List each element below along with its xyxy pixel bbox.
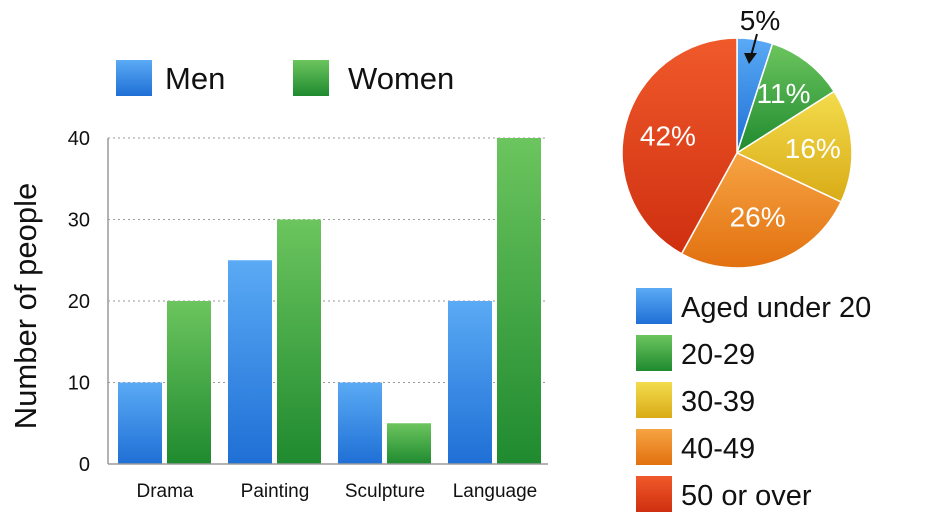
bar-men-language xyxy=(448,301,492,464)
pie-label-pointer xyxy=(750,33,758,57)
bar-men-sculpture xyxy=(338,382,382,464)
pie-slice xyxy=(621,37,738,255)
pie-value-label: 16% xyxy=(785,133,841,164)
pie-legend: Aged under 20 20-29 30-39 40-49 50 or over xyxy=(636,288,871,512)
category-label: Drama xyxy=(136,481,193,502)
pie-slices xyxy=(621,37,853,269)
pie-legend-swatch xyxy=(636,429,672,465)
pie-legend-label: 50 or over xyxy=(681,480,812,512)
pie-legend-swatch xyxy=(636,476,672,512)
pie-value-label: 11% xyxy=(757,78,811,109)
y-axis-title: Number of people xyxy=(8,183,43,429)
pie-value-labels: 5% 11% 16% 26% 42% xyxy=(640,5,841,232)
legend-label-women: Women xyxy=(348,61,454,96)
bar-women-painting xyxy=(277,219,321,464)
pie-value-label: 42% xyxy=(640,120,696,151)
pie-legend-label: Aged under 20 xyxy=(681,292,871,324)
pie-label-pointer-head xyxy=(744,53,757,64)
bar-men-drama xyxy=(118,382,162,464)
y-tick-label: 20 xyxy=(68,291,90,313)
y-tick-labels: 0 10 20 30 40 xyxy=(68,128,90,476)
y-tick-label: 30 xyxy=(68,210,90,232)
legend-label-men: Men xyxy=(165,61,225,96)
bar-women-drama xyxy=(167,301,211,464)
category-label: Painting xyxy=(241,481,310,502)
bar-men-painting xyxy=(228,260,272,464)
pie-legend-label: 30-39 xyxy=(681,386,755,418)
category-label: Sculpture xyxy=(345,481,425,502)
y-tick-label: 0 xyxy=(79,454,90,476)
y-tick-label: 10 xyxy=(68,373,90,395)
category-label: Language xyxy=(453,481,538,502)
pie-value-label: 26% xyxy=(730,201,786,232)
pie-legend-swatch xyxy=(636,382,672,418)
bar-chart: Men Women Number of people 0 10 20 30 40 Dra… xyxy=(8,60,548,502)
legend-swatch-women xyxy=(293,60,329,96)
pie-legend-label: 20-29 xyxy=(681,339,755,371)
bars xyxy=(118,138,541,464)
pie-legend-swatch xyxy=(636,335,672,371)
category-labels: Drama Painting Sculpture Language xyxy=(136,481,537,502)
legend-swatch-men xyxy=(116,60,152,96)
pie-legend-swatch xyxy=(636,288,672,324)
bar-women-language xyxy=(497,138,541,464)
pie-value-label: 5% xyxy=(740,5,780,36)
y-tick-label: 40 xyxy=(68,128,90,150)
pie-slice xyxy=(735,90,853,203)
pie-slice xyxy=(735,42,836,155)
bar-legend: Men Women xyxy=(116,60,454,96)
pie-legend-label: 40-49 xyxy=(681,433,755,465)
pie-chart: 5% 11% 16% 26% 42% Aged under 20 20-29 30-39 40… xyxy=(621,5,871,512)
bar-women-sculpture xyxy=(387,423,431,464)
